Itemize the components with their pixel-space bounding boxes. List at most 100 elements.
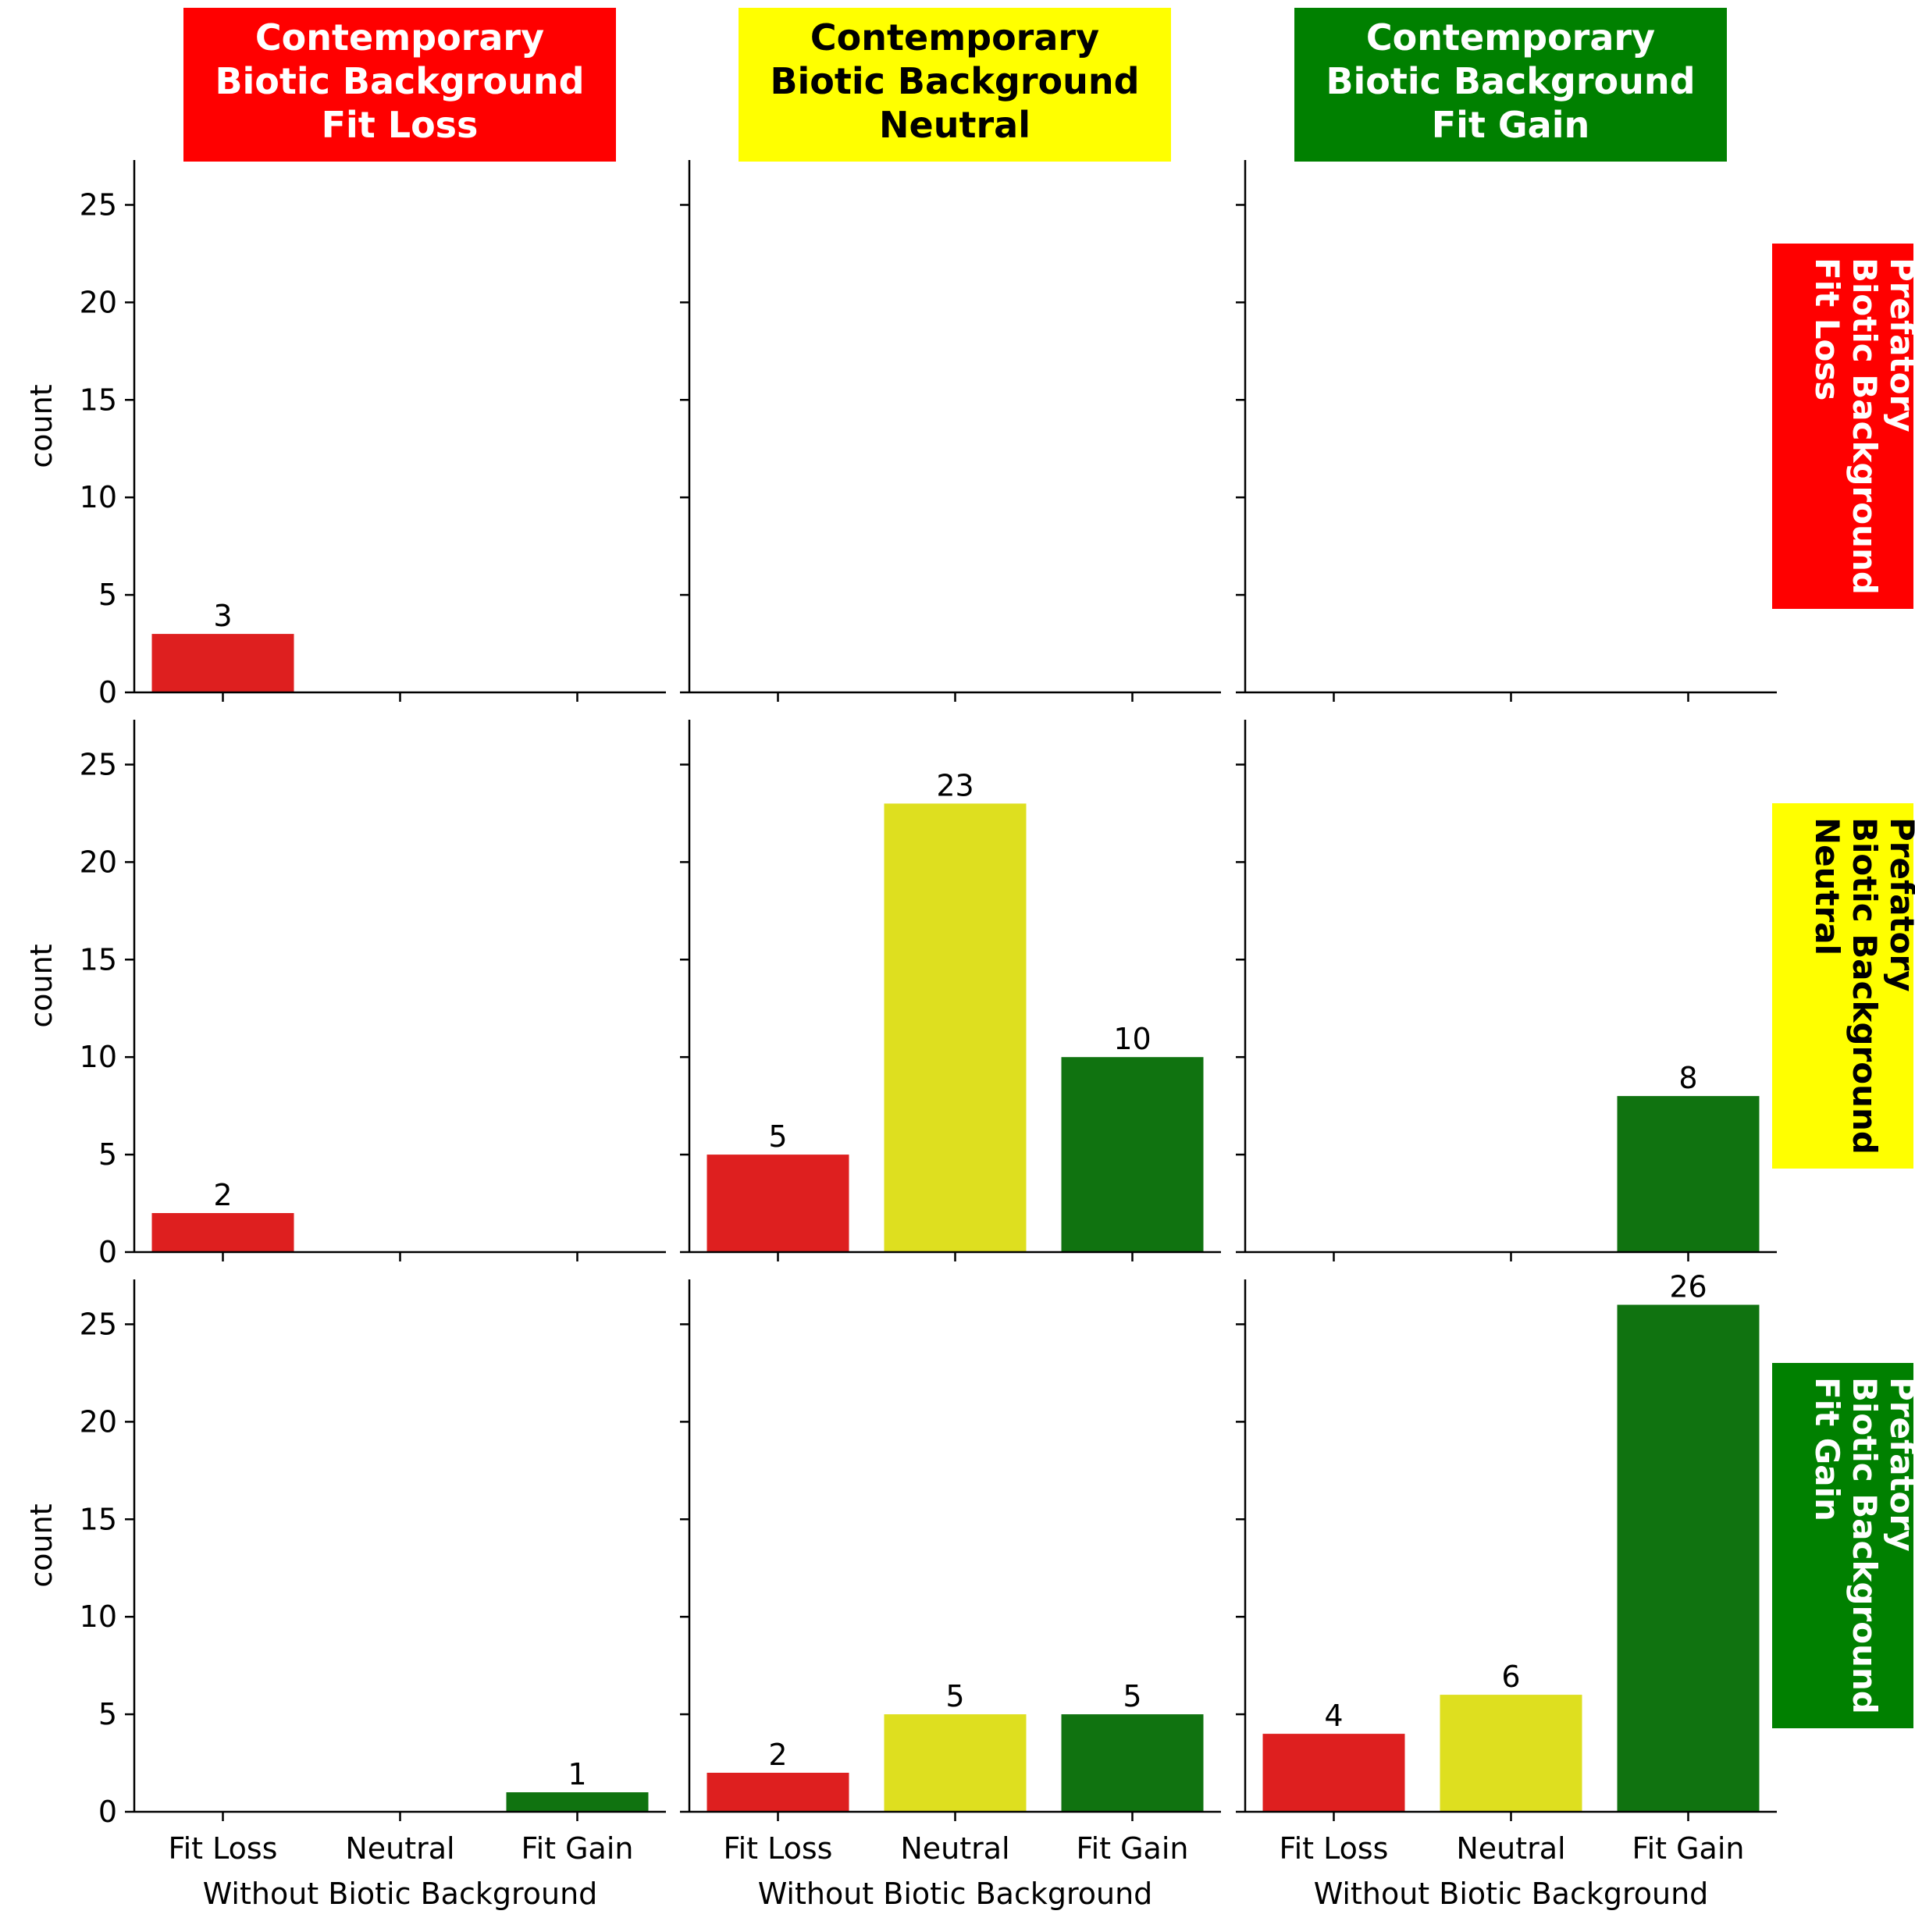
bar [1061,1714,1204,1812]
y-tick-label: 15 [80,942,117,977]
column-header-text: Biotic Background [770,60,1139,102]
column-header-text: Neutral [879,104,1030,146]
bar-value-label: 5 [1123,1679,1141,1713]
bar [506,1792,649,1812]
bar-value-label: 3 [213,599,232,633]
bar [151,634,294,692]
y-tick-label: 25 [80,1308,117,1342]
bar [707,1773,849,1812]
row-header-text: Fit Gain [1808,1377,1846,1521]
y-tick-label: 10 [80,480,117,514]
column-header-box [739,8,1171,162]
bar-value-label: 5 [768,1119,787,1154]
bar-value-label: 6 [1501,1660,1520,1694]
bar-value-label: 8 [1678,1061,1697,1095]
row-header-text: Prefatory [1883,817,1915,992]
y-tick-label: 10 [80,1040,117,1074]
bar-value-label: 2 [768,1738,787,1772]
bar-value-label: 5 [945,1679,964,1713]
x-tick-label: Fit Gain [1632,1831,1744,1866]
bar [1617,1304,1760,1812]
column-header-box [1294,8,1727,162]
bar-value-label: 1 [568,1757,586,1791]
bar [1061,1057,1204,1252]
y-axis-title: count [24,1503,59,1587]
x-axis-title: Without Biotic Background [203,1877,598,1911]
x-axis-title: Without Biotic Background [758,1877,1153,1911]
row-header-box [1772,803,1913,1169]
panel-r3-c3: 4 6 26 Fit Loss Neutral Fit Gain Without Bioti… [1236,1270,1777,1911]
y-tick-label: 5 [98,1697,117,1731]
panel-r1-c2 [680,160,1221,702]
y-tick-label: 25 [80,188,117,222]
x-tick-label: Fit Gain [521,1831,633,1866]
y-tick-label: 20 [80,1404,117,1439]
x-tick-label: Neutral [900,1831,1009,1866]
bar-value-label: 2 [213,1178,232,1212]
y-tick-label: 0 [98,1795,117,1829]
row-header-text: Biotic Background [1846,817,1884,1155]
bar [151,1213,294,1252]
row-header-box [1772,1363,1913,1728]
x-tick-label: Fit Gain [1076,1831,1188,1866]
column-header-text: Biotic Background [1326,60,1695,102]
bar-value-label: 4 [1324,1699,1343,1733]
bar [1440,1695,1582,1812]
column-header-text: Biotic Background [215,60,584,102]
bar [884,803,1027,1252]
y-tick-label: 20 [80,845,117,879]
bar-value-label: 10 [1113,1022,1151,1056]
row-header-text: Neutral [1808,817,1846,955]
row-header-text: Prefatory [1883,258,1915,432]
y-tick-label: 0 [98,1235,117,1269]
y-tick-label: 5 [98,1137,117,1172]
row-header-text: Prefatory [1883,1377,1915,1552]
y-axis-title: count [24,944,59,1027]
panel-r2-c3: 8 [1236,720,1777,1261]
x-tick-label: Fit Loss [724,1831,833,1866]
row-header-box [1772,244,1913,609]
column-header-text: Contemporary [255,16,544,59]
x-tick-label: Neutral [345,1831,454,1866]
bar [707,1155,849,1252]
column-header-text: Fit Loss [322,104,479,146]
bar [1617,1096,1760,1252]
y-tick-label: 20 [80,285,117,319]
y-tick-label: 10 [80,1599,117,1634]
x-tick-label: Fit Loss [1280,1831,1389,1866]
row-header-text: Biotic Background [1846,258,1884,595]
bar [1262,1734,1405,1812]
x-tick-label: Neutral [1456,1831,1565,1866]
bar-value-label: 26 [1669,1270,1707,1304]
y-tick-label: 0 [98,675,117,710]
bar [884,1714,1027,1812]
x-tick-label: Fit Loss [169,1831,278,1866]
column-header-text: Fit Gain [1432,104,1590,146]
y-tick-label: 25 [80,748,117,782]
panel-r2-c2: 5 23 10 [680,720,1221,1261]
column-header-text: Contemporary [810,16,1099,59]
column-header-box [183,8,616,162]
y-tick-label: 15 [80,1502,117,1536]
column-header-text: Contemporary [1366,16,1655,59]
row-header-text: Biotic Background [1846,1377,1884,1714]
panel-r3-c2: 2 5 5 Fit Loss Neutral Fit Gain Without Biotic… [680,1279,1221,1911]
panel-r1-c3 [1236,160,1777,702]
bar-value-label: 23 [936,768,974,802]
x-axis-title: Without Biotic Background [1314,1877,1709,1911]
y-tick-label: 5 [98,578,117,612]
y-tick-label: 15 [80,382,117,417]
row-header-text: Fit Loss [1808,258,1846,400]
